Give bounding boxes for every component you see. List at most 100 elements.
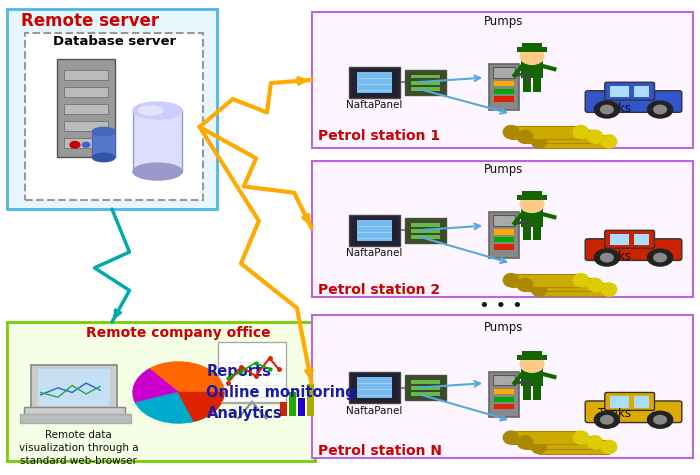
Circle shape — [601, 253, 613, 262]
Circle shape — [594, 101, 620, 118]
FancyBboxPatch shape — [410, 223, 440, 227]
Circle shape — [601, 105, 613, 114]
FancyBboxPatch shape — [298, 398, 305, 416]
FancyBboxPatch shape — [405, 69, 446, 95]
FancyBboxPatch shape — [494, 237, 514, 242]
FancyBboxPatch shape — [312, 161, 693, 297]
Ellipse shape — [601, 283, 617, 296]
FancyBboxPatch shape — [493, 67, 515, 77]
FancyBboxPatch shape — [349, 67, 400, 98]
Circle shape — [648, 411, 673, 428]
Ellipse shape — [503, 125, 519, 139]
FancyBboxPatch shape — [7, 322, 315, 461]
FancyBboxPatch shape — [539, 135, 609, 148]
Text: Reports
Online monitoring
Analytics: Reports Online monitoring Analytics — [206, 364, 356, 421]
Circle shape — [520, 48, 544, 65]
FancyBboxPatch shape — [20, 414, 131, 423]
FancyBboxPatch shape — [410, 87, 440, 91]
FancyBboxPatch shape — [312, 315, 693, 458]
FancyBboxPatch shape — [634, 234, 649, 246]
FancyBboxPatch shape — [312, 12, 693, 148]
FancyBboxPatch shape — [410, 235, 440, 239]
FancyBboxPatch shape — [489, 372, 519, 418]
FancyBboxPatch shape — [357, 72, 393, 93]
Text: Tanks: Tanks — [598, 407, 631, 420]
Ellipse shape — [92, 127, 115, 136]
FancyBboxPatch shape — [605, 82, 654, 100]
Ellipse shape — [503, 274, 519, 287]
FancyBboxPatch shape — [610, 86, 629, 97]
Ellipse shape — [601, 440, 617, 454]
FancyBboxPatch shape — [64, 138, 108, 148]
Ellipse shape — [503, 431, 519, 444]
Ellipse shape — [133, 102, 182, 119]
Text: Database server: Database server — [52, 35, 176, 48]
FancyBboxPatch shape — [511, 274, 581, 287]
Text: NaftaPanel: NaftaPanel — [346, 406, 402, 416]
Circle shape — [654, 416, 666, 424]
FancyBboxPatch shape — [357, 378, 393, 398]
Text: Tanks: Tanks — [598, 102, 631, 114]
Wedge shape — [136, 392, 194, 423]
FancyBboxPatch shape — [517, 355, 547, 360]
Text: Tanks: Tanks — [598, 250, 631, 263]
Circle shape — [654, 253, 666, 262]
Text: NaftaPanel: NaftaPanel — [346, 248, 402, 258]
Ellipse shape — [517, 436, 533, 449]
FancyBboxPatch shape — [585, 91, 682, 113]
Ellipse shape — [587, 278, 603, 292]
FancyBboxPatch shape — [634, 396, 649, 408]
FancyBboxPatch shape — [493, 215, 515, 226]
Text: Pumps: Pumps — [484, 163, 524, 176]
Ellipse shape — [587, 130, 603, 143]
FancyBboxPatch shape — [57, 59, 115, 157]
Text: NaftaPanel: NaftaPanel — [346, 100, 402, 110]
FancyBboxPatch shape — [31, 365, 117, 411]
Text: Petrol station 1: Petrol station 1 — [318, 129, 440, 143]
FancyBboxPatch shape — [494, 397, 514, 402]
FancyBboxPatch shape — [525, 436, 595, 449]
FancyBboxPatch shape — [511, 431, 581, 444]
FancyBboxPatch shape — [525, 130, 595, 143]
FancyBboxPatch shape — [522, 351, 542, 358]
FancyBboxPatch shape — [493, 375, 515, 385]
FancyBboxPatch shape — [605, 230, 654, 248]
FancyBboxPatch shape — [289, 391, 296, 416]
Wedge shape — [178, 392, 224, 421]
FancyBboxPatch shape — [494, 89, 514, 94]
FancyBboxPatch shape — [307, 384, 314, 416]
FancyBboxPatch shape — [410, 392, 440, 396]
Circle shape — [70, 142, 80, 148]
FancyBboxPatch shape — [539, 440, 609, 454]
Ellipse shape — [587, 436, 603, 449]
Ellipse shape — [573, 431, 589, 444]
FancyBboxPatch shape — [539, 283, 609, 296]
Circle shape — [654, 105, 666, 114]
FancyBboxPatch shape — [92, 132, 115, 158]
Wedge shape — [133, 369, 178, 403]
FancyBboxPatch shape — [64, 121, 108, 131]
FancyBboxPatch shape — [410, 386, 440, 390]
Text: • • •: • • • — [479, 297, 522, 315]
FancyBboxPatch shape — [517, 47, 547, 52]
FancyBboxPatch shape — [489, 65, 519, 110]
Circle shape — [648, 249, 673, 266]
FancyBboxPatch shape — [218, 342, 286, 403]
Circle shape — [83, 142, 90, 147]
Text: Remote company office: Remote company office — [86, 326, 271, 340]
FancyBboxPatch shape — [533, 384, 541, 399]
FancyBboxPatch shape — [410, 380, 440, 384]
Circle shape — [648, 101, 673, 118]
FancyBboxPatch shape — [610, 234, 629, 246]
Ellipse shape — [531, 135, 547, 148]
Ellipse shape — [92, 153, 115, 162]
Circle shape — [520, 197, 544, 212]
FancyBboxPatch shape — [7, 10, 217, 209]
FancyBboxPatch shape — [357, 220, 393, 241]
FancyBboxPatch shape — [489, 212, 519, 257]
Circle shape — [520, 356, 544, 372]
Ellipse shape — [573, 125, 589, 139]
FancyBboxPatch shape — [517, 195, 547, 200]
FancyBboxPatch shape — [410, 229, 440, 233]
FancyBboxPatch shape — [610, 396, 629, 408]
